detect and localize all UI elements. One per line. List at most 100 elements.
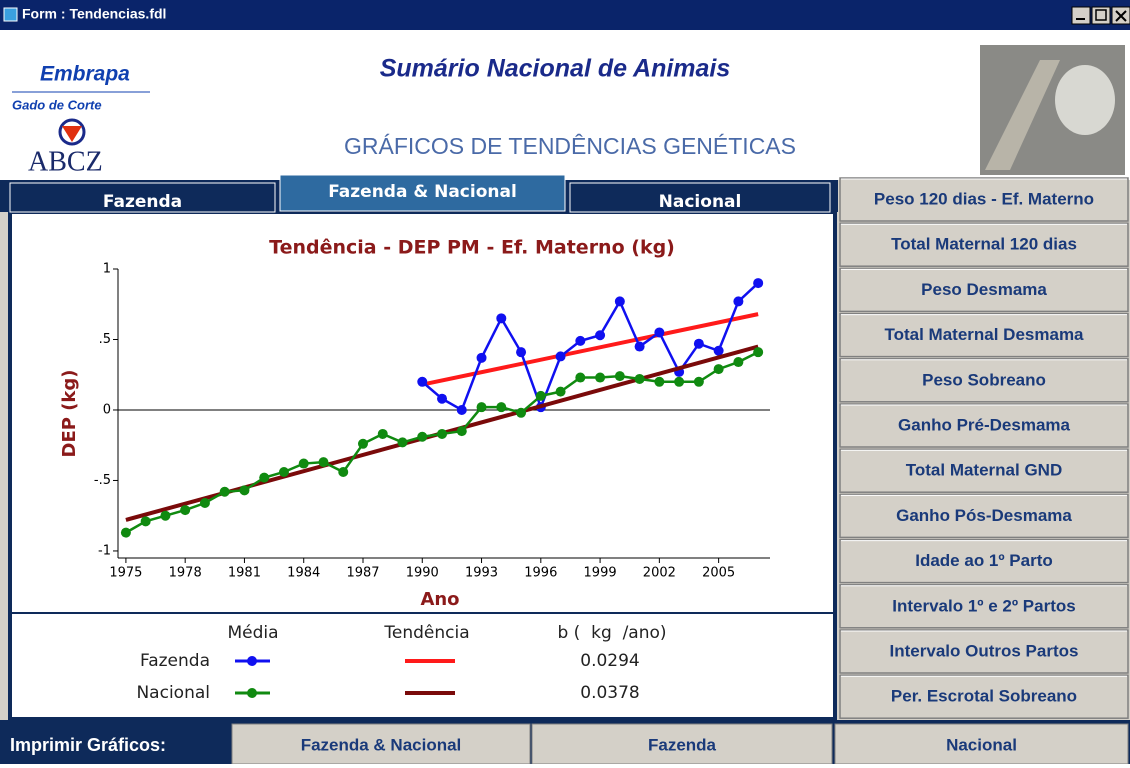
logo-abcz: ABCZ [28,146,103,177]
legend-header: Tendência [383,623,469,643]
side-button-label[interactable]: Intervalo Outros Partos [890,641,1079,660]
point [694,377,704,387]
point [516,347,526,357]
point [417,377,427,387]
window-icon [4,8,17,21]
point [556,351,566,361]
point [279,467,289,477]
side-button-label[interactable]: Peso Desmama [921,280,1047,299]
point [259,473,269,483]
point [457,405,467,415]
point [536,391,546,401]
point [457,426,467,436]
point [753,347,763,357]
page-title: Sumário Nacional de Animais [380,55,731,83]
x-tick-label: 2002 [643,566,676,581]
x-tick-label: 1984 [287,566,320,581]
x-tick-label: 1975 [109,566,142,581]
point [753,278,763,288]
side-button-label[interactable]: Ganho Pós-Desmama [896,506,1072,525]
x-tick-label: 1993 [465,566,498,581]
logo-embrapa: Embrapa [40,63,130,86]
point [733,296,743,306]
point [516,408,526,418]
side-button-label[interactable]: Intervalo 1º e 2º Partos [892,596,1075,615]
slope-value: 0.0378 [580,683,639,703]
side-button-label[interactable]: Total Maternal Desmama [884,325,1084,344]
point [398,437,408,447]
side-button-label[interactable]: Ganho Pré-Desmama [898,415,1070,434]
legend-label: Fazenda [140,651,210,671]
tab-label[interactable]: Fazenda [103,192,182,212]
point [496,313,506,323]
legend-header: b ( kg /ano) [557,623,666,643]
side-button-label[interactable]: Total Maternal 120 dias [891,235,1077,254]
point [477,353,487,363]
side-button-label[interactable]: Total Maternal GND [906,461,1062,480]
point [358,439,368,449]
x-tick-label: 1996 [524,566,557,581]
point [417,432,427,442]
x-axis-label: Ano [420,589,459,610]
point [674,377,684,387]
y-tick-label: 0 [103,402,111,417]
legend-label: Nacional [136,683,210,703]
point [437,429,447,439]
x-tick-label: 1999 [584,566,617,581]
y-tick-label: 1 [103,262,111,277]
y-tick-label: .5 [99,332,111,347]
photo-animal [1055,65,1115,135]
side-button-label[interactable]: Peso Sobreano [922,370,1046,389]
tab-label[interactable]: Fazenda & Nacional [328,182,517,202]
y-tick-label: -1 [98,543,111,558]
point [496,402,506,412]
x-tick-label: 1990 [406,566,439,581]
point [714,346,724,356]
side-button-label[interactable]: Idade ao 1º Parto [915,551,1053,570]
window-title: Form : Tendencias.fdl [22,6,166,22]
print-button-label[interactable]: Fazenda & Nacional [301,735,462,754]
point [635,342,645,352]
point [160,511,170,521]
print-button-label[interactable]: Nacional [946,735,1017,754]
y-axis-label: DEP (kg) [59,369,80,457]
chart-title: Tendência - DEP PM - Ef. Materno (kg) [269,237,675,259]
point [299,459,309,469]
print-button-label[interactable]: Fazenda [648,735,717,754]
window-controls[interactable] [1072,7,1130,24]
point [615,296,625,306]
tab-label[interactable]: Nacional [659,192,742,212]
page-subtitle: GRÁFICOS DE TENDÊNCIAS GENÉTICAS [344,133,796,159]
point [654,377,664,387]
point [635,374,645,384]
point [733,357,743,367]
point [714,364,724,374]
point [338,467,348,477]
logo-sub: Gado de Corte [12,97,102,112]
point [477,402,487,412]
legend-marker [247,688,257,698]
point [220,487,230,497]
point [575,336,585,346]
minimize[interactable] [1072,7,1090,24]
print-label: Imprimir Gráficos: [10,735,166,755]
x-tick-label: 1981 [228,566,261,581]
window: Form : Tendencias.fdl Embrapa Gado de Co… [0,0,1130,764]
legend-header: Média [227,623,278,643]
slope-value: 0.0294 [580,651,639,671]
point [121,528,131,538]
x-tick-label: 1978 [169,566,202,581]
title-bar [0,0,1130,30]
side-button-label[interactable]: Peso 120 dias - Ef. Materno [874,189,1094,208]
side-button-label[interactable]: Per. Escrotal Sobreano [891,687,1077,706]
point [200,498,210,508]
y-tick-label: -.5 [94,473,111,488]
point [575,373,585,383]
point [615,371,625,381]
point [654,327,664,337]
legend-marker [247,656,257,666]
point [595,330,605,340]
point [378,429,388,439]
point [318,457,328,467]
point [595,373,605,383]
